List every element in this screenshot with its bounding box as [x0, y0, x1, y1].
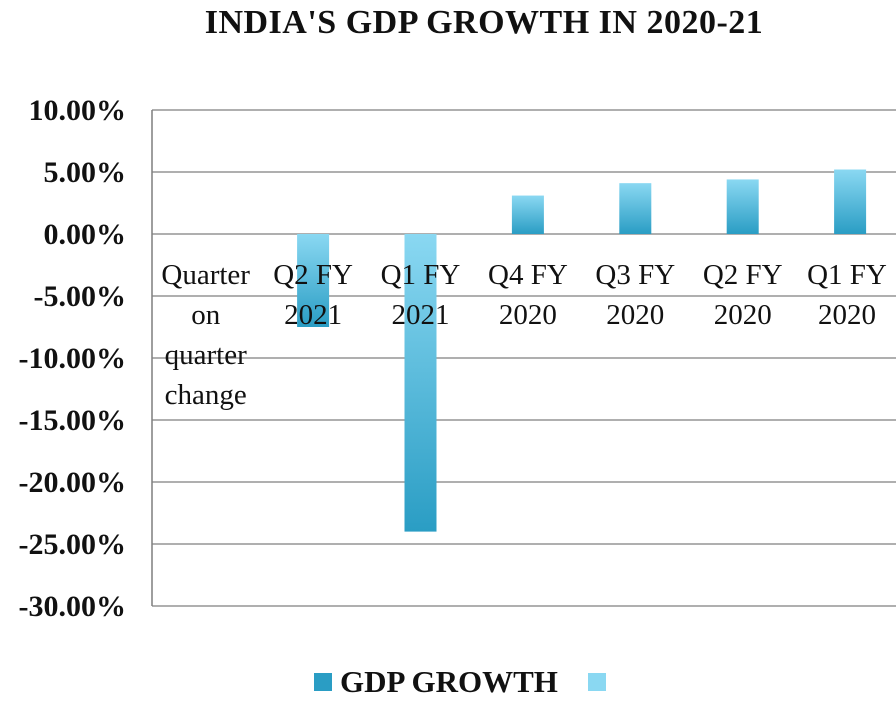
y-tick-label: -5.00%: [34, 280, 127, 313]
y-tick-label: 0.00%: [44, 218, 127, 251]
x-axis-ticks: Quarter on quarter change Q2 FY 2021 Q1 FY 2021…: [161, 259, 887, 411]
legend-swatch-gdp-growth: [314, 673, 333, 691]
x-tick-label: Quarter: [161, 259, 250, 291]
y-axis-ticks: 10.00% 5.00% 0.00% -5.00% -10.00% -15.00% -20.…: [19, 94, 127, 623]
bar: [834, 169, 867, 234]
y-tick-label: -20.00%: [19, 466, 127, 499]
legend-label-gdp-growth: GDP GROWTH: [340, 664, 558, 699]
bar: [297, 234, 330, 327]
legend-swatch-series-2: [587, 673, 606, 691]
chart-title: INDIA'S GDP GROWTH IN 2020-21: [204, 4, 764, 41]
y-tick-label: -25.00%: [19, 528, 127, 561]
x-tick-label: Q1 FY: [807, 259, 887, 291]
x-tick-label: on: [191, 299, 221, 331]
y-tick-label: -30.00%: [19, 590, 127, 623]
bar: [511, 195, 544, 234]
x-tick-label: 2020: [606, 299, 664, 331]
x-tick-label: 2020: [499, 299, 557, 331]
bars: [297, 169, 867, 532]
x-tick-label: 2020: [818, 299, 876, 331]
x-tick-label: 2021: [284, 299, 342, 331]
bar: [726, 179, 759, 234]
bar: [404, 234, 437, 532]
bar: [619, 183, 652, 234]
y-tick-label: -10.00%: [19, 342, 127, 375]
x-tick-label: change: [165, 379, 247, 411]
x-tick-label: Q2 FY: [703, 259, 783, 291]
x-tick-label: Q1 FY: [381, 259, 461, 291]
x-tick-label: 2021: [392, 299, 450, 331]
legend: GDP GROWTH: [0, 664, 896, 700]
x-tick-label: Q3 FY: [595, 259, 675, 291]
y-tick-label: 5.00%: [44, 156, 127, 189]
gridlines: [151, 109, 896, 607]
y-tick-label: 10.00%: [29, 94, 127, 127]
x-tick-label: quarter: [165, 339, 247, 371]
x-tick-label: Q4 FY: [488, 259, 568, 291]
y-tick-label: -15.00%: [19, 404, 127, 437]
x-tick-label: Q2 FY: [273, 259, 353, 291]
x-tick-label: 2020: [714, 299, 772, 331]
